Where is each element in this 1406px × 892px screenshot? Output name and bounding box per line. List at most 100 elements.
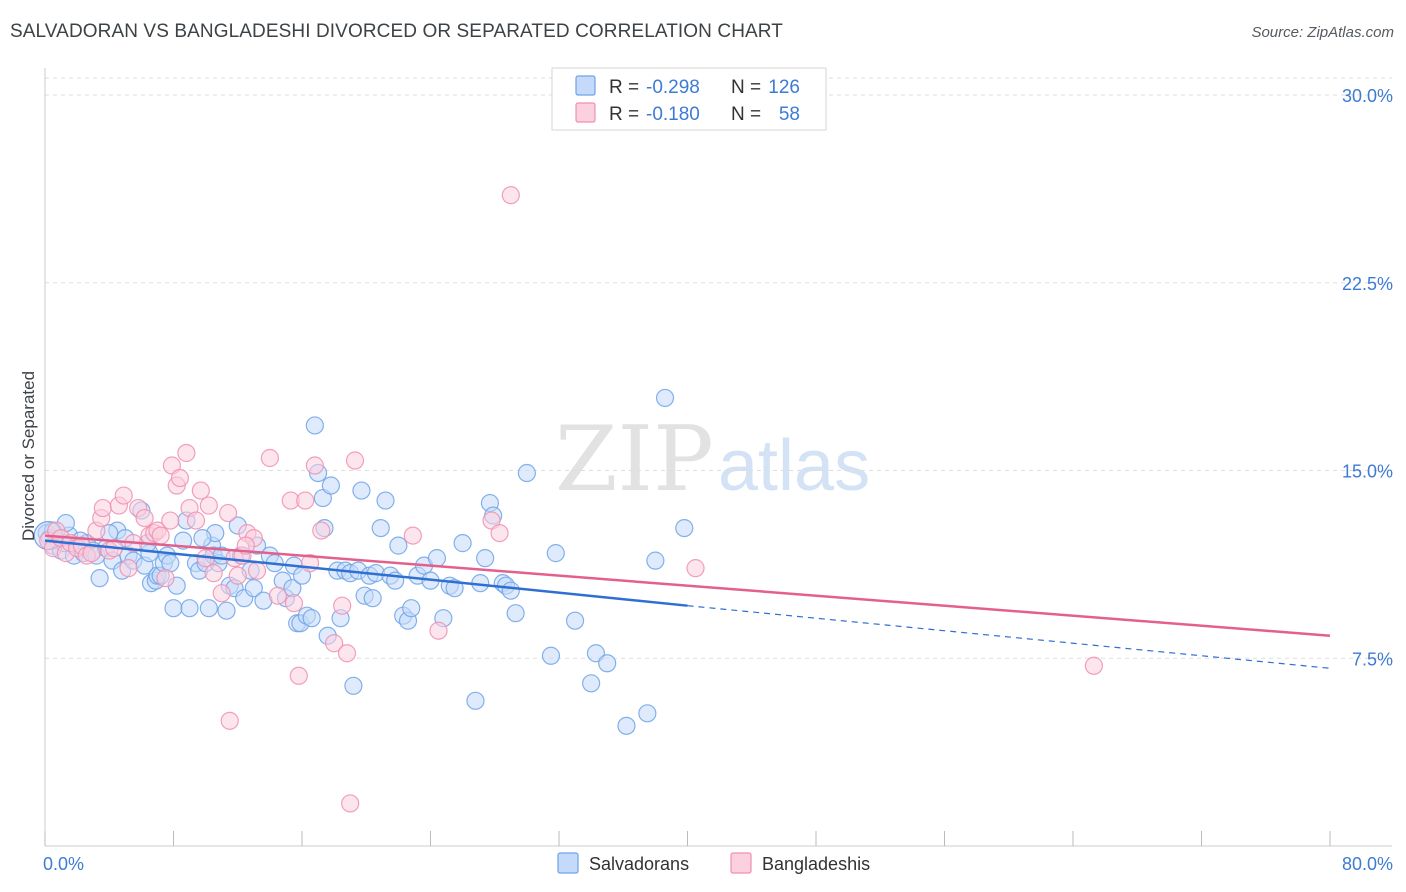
salvadoran-point (546, 544, 565, 563)
bangladeshi-point (490, 523, 509, 543)
y-tick-label: 22.5% (1342, 274, 1393, 294)
salvadoran-point (598, 654, 617, 673)
bangladeshi-point (114, 486, 133, 505)
salvadoran-point (302, 609, 321, 628)
stats-legend-swatch-salvadorans (575, 75, 596, 96)
bangladeshi-point (501, 186, 520, 205)
salvadoran-point (371, 518, 390, 538)
salvadoran-point (646, 551, 665, 570)
salvadoran-point (217, 601, 236, 620)
x-tick-label: 0.0% (43, 854, 84, 874)
stats-legend-n-value: 126 (768, 77, 800, 98)
salvadoran-point (193, 529, 212, 548)
bangladeshi-point (305, 456, 324, 475)
bangladeshi-point (333, 596, 352, 615)
salvadoran-point (363, 589, 382, 608)
watermark-atlas: atlas (718, 426, 870, 506)
bangladeshi-point (312, 521, 331, 540)
salvadoran-point (164, 599, 183, 618)
legend-swatch-salvadorans (557, 852, 579, 874)
chart-title: SALVADORAN VS BANGLADESHI DIVORCED OR SE… (10, 21, 783, 42)
bangladeshi-point (325, 634, 344, 653)
source-label: Source: ZipAtlas.com (1251, 24, 1394, 41)
salvadoran-point (244, 579, 263, 598)
stats-legend-r-value: -0.298 (646, 77, 700, 98)
salvadoran-trend-extension (687, 605, 1331, 669)
bangladeshi-trend-line (44, 534, 1331, 637)
bangladeshi-point (219, 503, 238, 523)
salvadoran-point (90, 569, 109, 588)
salvadoran-point (565, 611, 585, 630)
bangladeshi-point (156, 569, 175, 588)
bangladeshi-point (289, 666, 308, 685)
salvadoran-point (389, 536, 408, 555)
salvadoran-point (453, 534, 472, 553)
salvadoran-point (501, 581, 520, 600)
stats-legend-n-label: N = (731, 77, 761, 98)
watermark-zip: ZIP (555, 407, 714, 512)
series-legend: Salvadorans Bangladeshis (557, 852, 870, 874)
salvadoran-point (541, 646, 561, 665)
bangladeshi-point (93, 498, 112, 518)
salvadoran-point (675, 518, 694, 538)
stats-legend-n-label: N = (731, 104, 761, 125)
legend-label-bangladeshis: Bangladeshis (762, 854, 870, 874)
bangladeshi-point (341, 794, 360, 813)
salvadoran-point (617, 716, 636, 735)
bangladeshi-point (284, 594, 304, 613)
salvadoran-point (199, 599, 218, 618)
y-tick-label: 30.0% (1342, 86, 1393, 106)
bangladeshi-point (1084, 656, 1103, 675)
y-tick-label: 15.0% (1342, 462, 1393, 482)
y-axis-label: Divorced or Separated (19, 371, 38, 541)
x-tick-label: 80.0% (1342, 854, 1393, 874)
y-tick-label: 7.5% (1352, 649, 1393, 669)
salvadoran-point (655, 388, 675, 408)
bangladeshi-point (212, 584, 231, 603)
salvadoran-point (445, 579, 464, 598)
stats-legend-box (551, 67, 827, 131)
salvadoran-trend-line (44, 539, 688, 607)
salvadoran-point (517, 463, 536, 483)
salvadoran-point (427, 549, 447, 568)
bangladeshi-point (204, 564, 223, 583)
bangladeshi-point (135, 508, 154, 528)
stats-legend-r-label: R = (609, 104, 639, 125)
legend-label-salvadorans: Salvadorans (589, 854, 689, 874)
bangladeshi-point (345, 451, 365, 470)
stats-legend-r-label: R = (609, 77, 639, 98)
bangladeshi-point (296, 491, 315, 510)
salvadoran-point (321, 476, 341, 495)
salvadoran-point (352, 481, 371, 500)
trend-lines (44, 534, 1331, 669)
salvadoran-point (376, 491, 395, 510)
salvadoran-point (180, 599, 199, 618)
tick-labels: 7.5% 15.0% 22.5% 30.0% 0.0% 80.0% (43, 86, 1393, 874)
bangladeshi-point (268, 586, 288, 605)
axes (44, 68, 1392, 847)
stats-legend-swatch-bangladeshis (575, 102, 596, 123)
bangladeshi-point (186, 511, 206, 530)
bangladeshi-point (686, 559, 705, 578)
bangladeshi-point (337, 644, 357, 663)
bangladeshi-point (151, 526, 170, 545)
bangladeshi-point (177, 443, 196, 463)
salvadoran-point (506, 604, 525, 623)
salvadoran-point (466, 691, 485, 710)
bangladeshi-point (429, 621, 448, 640)
salvadoran-point (638, 704, 657, 723)
salvadoran-point (161, 554, 180, 573)
salvadoran-point (582, 674, 601, 693)
bangladeshi-point (228, 566, 247, 585)
stats-legend-n-value: 58 (779, 104, 800, 125)
bangladeshi-point (199, 496, 218, 515)
stats-legend: R = -0.298 N = 126 R = -0.180 N = 58 (551, 67, 827, 131)
bangladeshi-point (403, 526, 422, 545)
legend-swatch-bangladeshis (730, 852, 752, 874)
bangladeshi-point (170, 468, 190, 488)
salvadoran-point (476, 549, 495, 568)
watermark: ZIP atlas (555, 407, 870, 512)
salvadoran-point (305, 416, 324, 435)
bangladeshi-point (191, 481, 210, 500)
